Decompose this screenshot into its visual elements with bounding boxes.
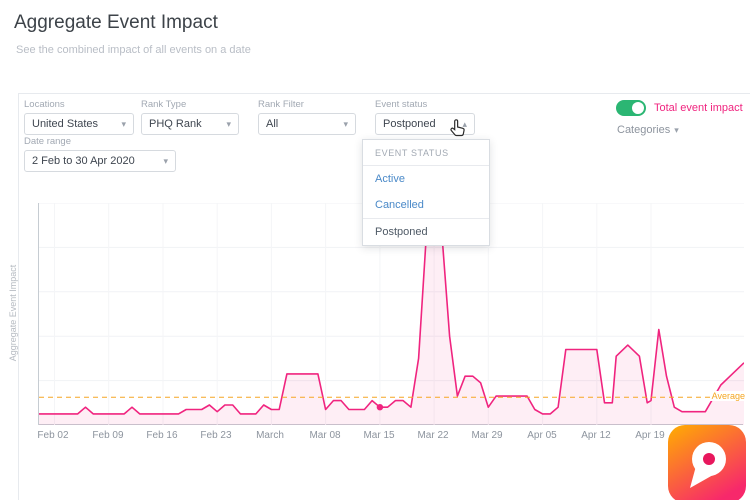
rank-type-value: PHQ Rank (149, 118, 202, 130)
impact-chart: Average (38, 203, 745, 425)
rank-filter-label: Rank Filter (258, 99, 304, 110)
locations-value: United States (32, 118, 99, 130)
categories-dropdown[interactable]: Categories ▾ (617, 124, 679, 136)
event-status-select[interactable]: Postponed ▴ (375, 113, 475, 135)
chevron-down-icon: ▾ (674, 125, 679, 135)
total-impact-toggle[interactable] (616, 100, 646, 116)
total-impact-toggle-row: Total event impact (616, 100, 743, 116)
page-subtitle: See the combined impact of all events on… (16, 44, 251, 56)
date-range-value: 2 Feb to 30 Apr 2020 (32, 155, 135, 167)
x-tick-label: Mar 15 (363, 430, 395, 441)
filter-locations: Locations United States ▾ (24, 99, 134, 135)
x-tick-label: Mar 08 (309, 430, 341, 441)
chevron-down-icon: ▾ (343, 118, 348, 129)
menu-item-active[interactable]: Active (375, 173, 405, 185)
date-range-label: Date range (24, 136, 72, 147)
x-tick-label: Feb 16 (146, 430, 178, 441)
x-tick-label: Mar 29 (471, 430, 503, 441)
page-title: Aggregate Event Impact (14, 12, 218, 33)
rank-filter-value: All (266, 118, 279, 130)
event-status-menu: EVENT STATUS Active Cancelled Postponed (362, 139, 490, 246)
menu-item-postponed[interactable]: Postponed (363, 218, 489, 245)
filter-date-range: Date range 2 Feb to 30 Apr 2020 ▾ (24, 136, 176, 172)
chevron-down-icon: ▾ (226, 118, 231, 129)
rank-type-label: Rank Type (141, 99, 187, 110)
x-tick-label: Feb 09 (92, 430, 124, 441)
x-tick-label: Mar 22 (417, 430, 449, 441)
chevron-down-icon: ▾ (121, 118, 126, 129)
filter-rank-type: Rank Type PHQ Rank ▾ (141, 99, 239, 135)
average-line-label: Average (709, 391, 745, 401)
date-range-select[interactable]: 2 Feb to 30 Apr 2020 ▾ (24, 150, 176, 172)
x-tick-label: Apr 19 (635, 430, 665, 441)
x-tick-label: Apr 05 (527, 430, 557, 441)
x-tick-label: Feb 02 (37, 430, 69, 441)
rank-filter-select[interactable]: All ▾ (258, 113, 356, 135)
x-tick-label: Apr 12 (581, 430, 611, 441)
x-axis-labels: Feb 02 Feb 09 Feb 16 Feb 23 March Mar 08 Mar 1… (37, 430, 743, 444)
cursor-pointer-icon (450, 119, 465, 137)
menu-item-cancelled[interactable]: Cancelled (375, 199, 424, 211)
total-impact-label: Total event impact (654, 102, 743, 114)
locations-select[interactable]: United States ▾ (24, 113, 134, 135)
chevron-up-icon: ▴ (462, 118, 467, 129)
rank-type-select[interactable]: PHQ Rank ▾ (141, 113, 239, 135)
chart-canvas (39, 203, 744, 425)
event-status-value: Postponed (383, 118, 436, 130)
filter-event-status: Event status Postponed ▴ (375, 99, 475, 135)
filter-rank-filter: Rank Filter All ▾ (258, 99, 356, 135)
y-axis-title: Aggregate Event Impact (8, 264, 18, 362)
x-tick-label: March (256, 430, 284, 441)
event-status-label: Event status (375, 99, 428, 110)
predicthq-logo (668, 425, 746, 500)
event-status-menu-title: EVENT STATUS (363, 140, 489, 166)
chevron-down-icon: ▾ (163, 155, 168, 166)
toggle-knob (632, 102, 644, 114)
locations-label: Locations (24, 99, 65, 110)
x-tick-label: Feb 23 (200, 430, 232, 441)
categories-label: Categories (617, 124, 671, 136)
